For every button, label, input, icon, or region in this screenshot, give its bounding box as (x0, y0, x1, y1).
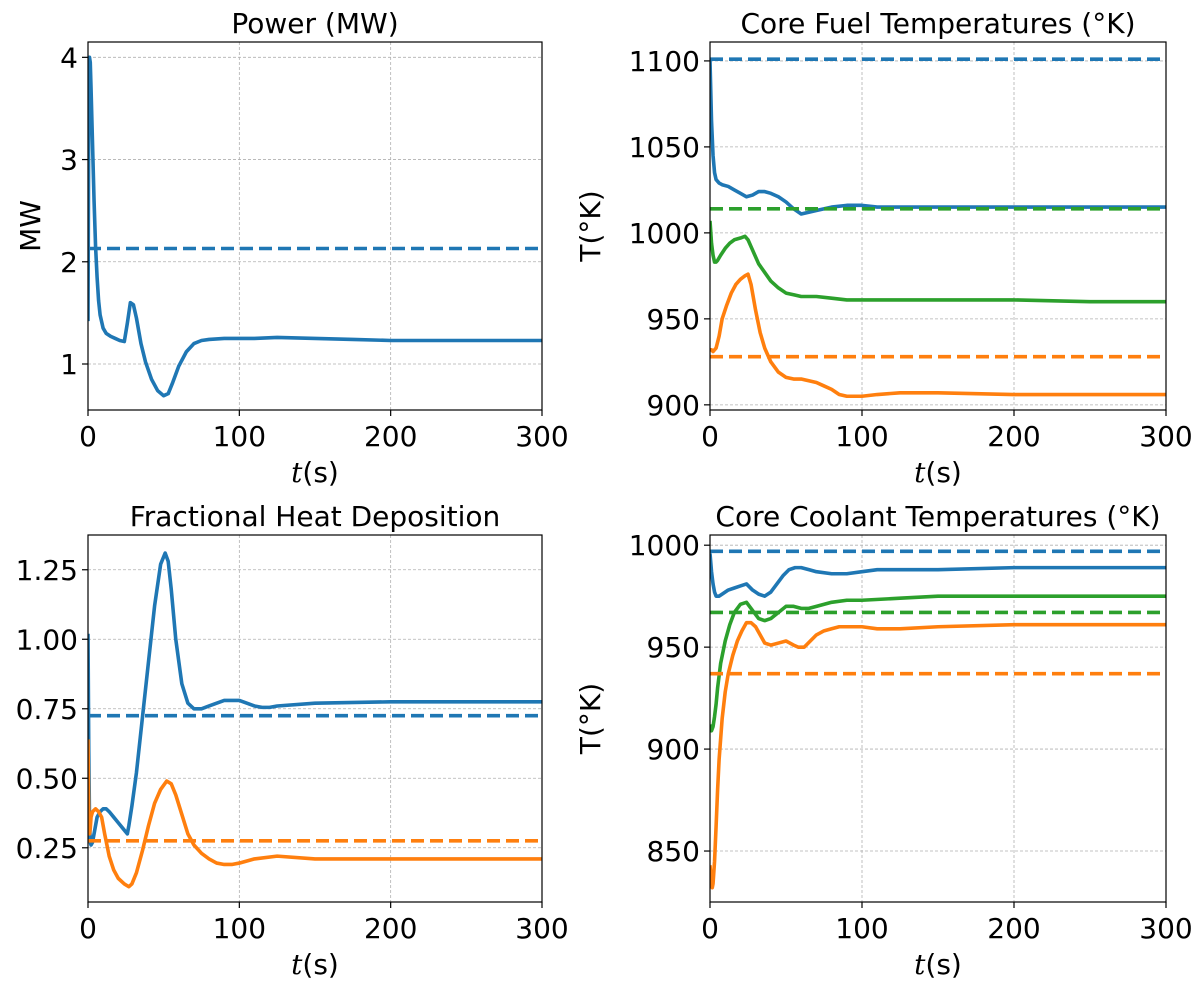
axes-frame (709, 534, 1167, 903)
series-group (88, 55, 542, 398)
y-axis-label: MW (14, 200, 47, 252)
series-group (710, 549, 1166, 890)
series-line-2 (710, 594, 1166, 733)
subplot-3: 0 100 200 300 0.25 0.50 0.75 1.00 1.25 Fractional… (16, 500, 569, 981)
x-axis-label: t(s) (914, 456, 962, 489)
y-tick-label: 900 (647, 733, 700, 766)
series-group (710, 57, 1166, 399)
subplot-4: 0 100 200 300 850 900 950 1000 Core Coolant Temp… (574, 500, 1193, 981)
y-tick-label: 950 (647, 631, 700, 664)
y-tick-label: 950 (647, 303, 700, 336)
y-tick-label: 0.25 (16, 832, 78, 865)
x-tick-label: 0 (79, 912, 97, 945)
axes-frame (709, 41, 1167, 411)
axes-frame (87, 534, 543, 903)
y-tick-label: 2 (60, 246, 78, 279)
x-tick-label: 0 (79, 420, 97, 453)
y-axis-label: T(°K) (574, 190, 607, 262)
x-tick-label: 100 (213, 420, 266, 453)
x-axis-label: t(s) (914, 948, 962, 981)
x-tick-label: 300 (1139, 912, 1192, 945)
y-tick-label: 1.00 (16, 623, 78, 656)
x-tick-label: 100 (213, 912, 266, 945)
series-group (88, 551, 542, 889)
y-tick-label: 0.50 (16, 762, 78, 795)
y-tick-label: 850 (647, 835, 700, 868)
subplot-title: Fractional Heat Deposition (130, 500, 501, 533)
x-tick-label: 0 (701, 912, 719, 945)
subplot-2: 0 100 200 300 900 950 1000 1050 1100 Core Fuel Te… (574, 7, 1193, 489)
x-tick-label: 0 (701, 420, 719, 453)
x-tick-label: 200 (364, 420, 417, 453)
series-line-2 (88, 739, 542, 889)
y-tick-label: 1.25 (16, 554, 78, 587)
y-tick-label: 1 (60, 348, 78, 381)
x-tick-label: 300 (515, 420, 568, 453)
series-line-3 (710, 272, 1166, 399)
series-line-1 (710, 60, 1166, 216)
y-tick-label: 1050 (629, 131, 700, 164)
x-tick-label: 300 (1139, 420, 1192, 453)
series-line-1 (88, 551, 542, 847)
x-axis-label: t(s) (291, 456, 339, 489)
subplot-title: Core Coolant Temperatures (°K) (715, 500, 1160, 533)
x-tick-label: 100 (835, 420, 888, 453)
series-line-2 (710, 220, 1166, 304)
x-tick-label: 200 (364, 912, 417, 945)
x-tick-label: 300 (515, 912, 568, 945)
subplot-title: Power (MW) (231, 7, 398, 40)
x-axis-label: t(s) (291, 948, 339, 981)
subplot-title: Core Fuel Temperatures (°K) (741, 7, 1136, 40)
y-tick-label: 1000 (629, 529, 700, 562)
x-tick-label: 200 (987, 420, 1040, 453)
y-tick-label: 1100 (629, 45, 700, 78)
y-tick-label: 900 (647, 389, 700, 422)
axes-frame (87, 41, 543, 411)
y-tick-label: 1000 (629, 217, 700, 250)
x-tick-label: 100 (835, 912, 888, 945)
y-tick-label: 3 (60, 144, 78, 177)
y-tick-label: 4 (60, 41, 78, 74)
x-tick-label: 200 (987, 912, 1040, 945)
series-line-1 (710, 553, 1166, 598)
subplot-1: 0 100 200 300 1 2 3 4 Power (MW) t(s) MW (14, 7, 569, 489)
series-line-1 (88, 55, 542, 398)
series-line-3 (710, 620, 1166, 890)
y-axis-label: T(°K) (574, 683, 607, 755)
y-tick-label: 0.75 (16, 693, 78, 726)
